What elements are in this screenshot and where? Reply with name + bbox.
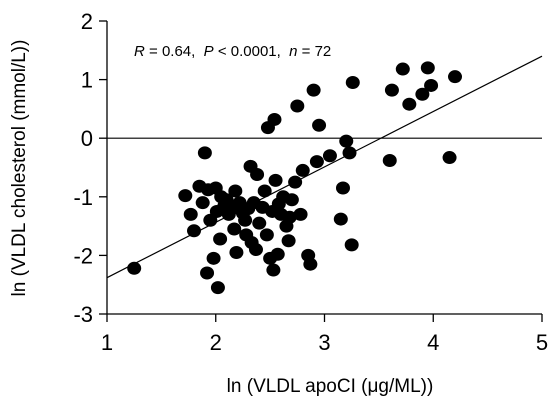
regression-line	[106, 55, 543, 279]
data-point	[442, 151, 457, 165]
y-axis-label: ln (VLDL cholesterol (mmol/L))	[9, 40, 30, 297]
data-point	[270, 247, 285, 261]
data-point	[127, 261, 142, 275]
y-tick-label: 2	[81, 9, 93, 34]
data-point	[267, 112, 282, 126]
data-point	[252, 216, 267, 230]
y-tick-label: -1	[73, 185, 93, 210]
data-point	[195, 196, 210, 210]
data-point	[197, 146, 212, 160]
lines-layer	[106, 55, 543, 279]
data-point	[306, 83, 321, 97]
x-axis-label: ln (VLDL apoCI (μg/ML))	[227, 376, 434, 397]
data-point	[309, 155, 324, 169]
data-point	[345, 76, 360, 90]
data-point	[290, 99, 305, 113]
stats-annotation: R = 0.64, P < 0.0001, n = 72	[134, 43, 331, 60]
data-point	[213, 232, 228, 246]
x-tick-label: 3	[318, 330, 330, 355]
n-value: = 72	[297, 43, 331, 60]
data-point	[448, 70, 462, 84]
n-symbol: n	[289, 43, 297, 60]
data-point	[384, 83, 399, 97]
data-point	[257, 184, 272, 198]
data-point	[266, 263, 281, 277]
data-point	[322, 149, 337, 163]
data-point	[344, 238, 359, 252]
data-points	[127, 61, 462, 295]
r-value: = 0.64,	[145, 43, 204, 60]
data-point	[424, 78, 439, 92]
axes-layer: 2 1 0 -1 -2 -3 1 2 3 4 5	[73, 9, 548, 355]
y-tick-label: 1	[81, 68, 93, 93]
data-point	[282, 210, 297, 224]
x-tick-label: 4	[427, 330, 439, 355]
y-tick-label: -3	[73, 302, 93, 327]
data-point	[420, 61, 435, 75]
data-point	[281, 234, 296, 248]
p-symbol: P	[204, 43, 214, 60]
data-point	[259, 228, 274, 242]
data-point	[250, 168, 265, 182]
data-point	[395, 62, 410, 76]
data-point	[178, 189, 193, 203]
data-point	[200, 266, 215, 280]
data-point	[293, 207, 308, 221]
p-value: < 0.0001,	[214, 43, 289, 60]
y-tick-label: 0	[81, 126, 93, 151]
data-point	[187, 224, 201, 238]
data-point	[402, 97, 417, 111]
data-point	[210, 281, 225, 295]
x-tick-label: 5	[536, 330, 548, 355]
data-point	[227, 222, 242, 236]
data-point	[382, 153, 397, 167]
data-point	[295, 163, 310, 177]
data-point	[333, 212, 348, 226]
data-point	[288, 175, 303, 189]
data-point	[238, 213, 253, 227]
data-point	[183, 207, 198, 221]
data-point	[312, 118, 327, 132]
data-point	[335, 181, 350, 195]
labels-layer: R = 0.64, P < 0.0001, n = 72 ln (VLDL ap…	[9, 40, 433, 397]
x-tick-label: 2	[210, 330, 222, 355]
r-symbol: R	[134, 43, 145, 60]
data-point	[415, 87, 430, 101]
data-point	[228, 184, 243, 198]
data-point	[229, 245, 244, 259]
x-tick-label: 1	[101, 330, 113, 355]
y-tick-label: -2	[73, 243, 93, 268]
data-point	[284, 193, 299, 207]
data-point	[268, 173, 283, 187]
data-point	[342, 146, 357, 160]
data-point	[339, 134, 354, 148]
data-point	[303, 257, 318, 271]
data-point	[206, 251, 221, 265]
data-point	[248, 243, 263, 257]
